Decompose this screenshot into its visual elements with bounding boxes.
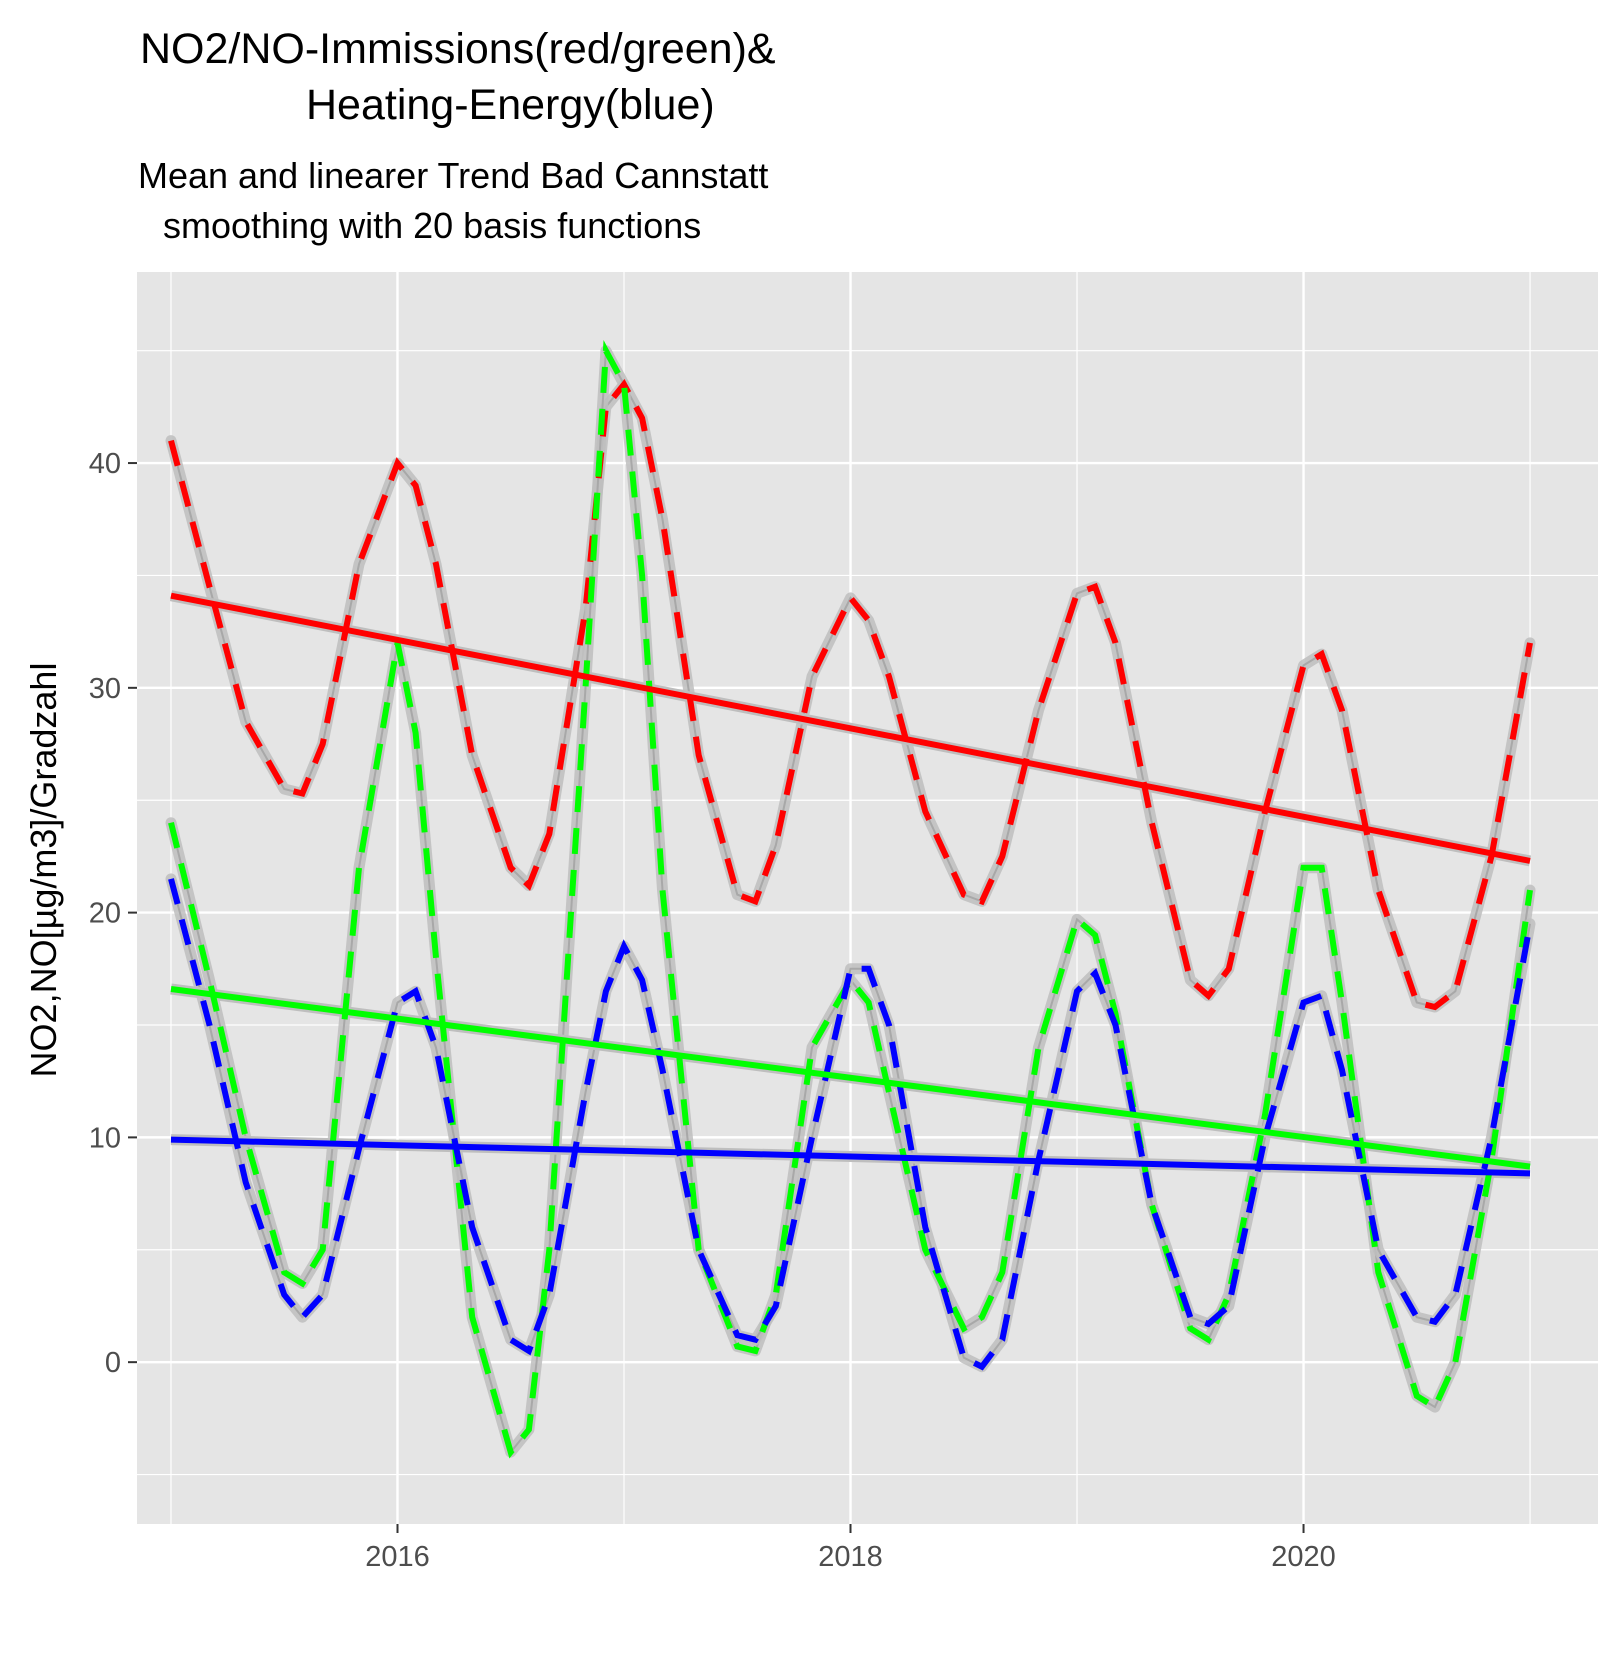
trend-line-red: [170, 592, 1531, 864]
chart-subtitle-line-2: smoothing with 20 basis functions: [163, 205, 701, 246]
y-tick-label: 10: [89, 1122, 121, 1154]
y-tick-label: 20: [89, 898, 121, 930]
x-tick-label: 2018: [818, 1541, 883, 1573]
y-tick-label: 0: [105, 1347, 121, 1379]
y-axis: 0 10 20 30 40: [89, 448, 137, 1379]
series-line-blue-dashed: [168, 878, 1533, 1371]
chart-title-line-2: Heating-Energy(blue): [306, 81, 715, 129]
chart-title-line-1: NO2/NO-Immissions(red/green)&: [140, 25, 776, 73]
x-axis: 2016 2018 2020: [365, 1524, 1336, 1573]
trend-line-green: [170, 986, 1531, 1170]
y-tick-label: 30: [89, 673, 121, 705]
x-tick-label: 2016: [365, 1541, 430, 1573]
y-tick-label: 40: [89, 448, 121, 480]
chart-subtitle-line-1: Mean and linearer Trend Bad Cannstatt: [138, 155, 768, 196]
series-line-red-dashed: [168, 378, 1533, 1011]
y-axis-label: NO2,NO[µg/m3]/Gradzahl: [23, 663, 64, 1078]
plot-panel: [137, 272, 1598, 1524]
trend-line-blue: [170, 1136, 1531, 1177]
series-line-green-dashed: [168, 339, 1533, 1459]
panel-background: [137, 272, 1598, 1524]
data-series: [168, 339, 1533, 1459]
x-tick-label: 2020: [1271, 1541, 1336, 1573]
